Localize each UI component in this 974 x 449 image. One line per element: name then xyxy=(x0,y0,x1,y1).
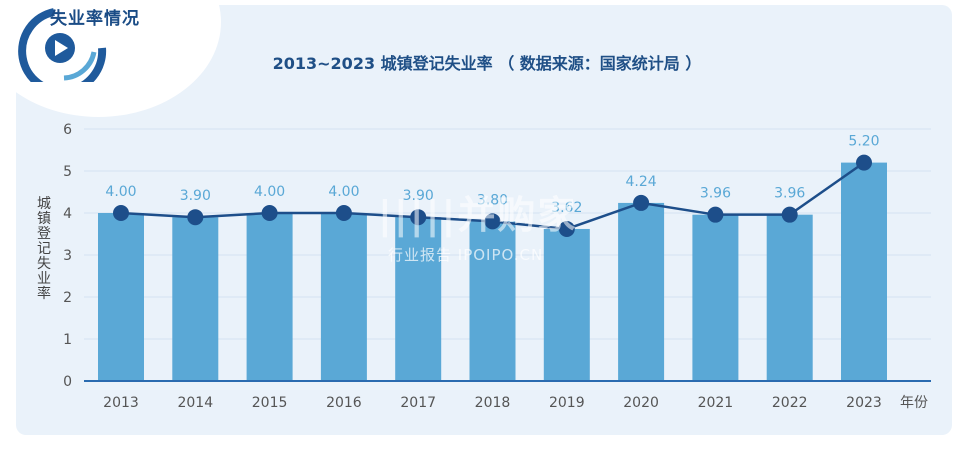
x-tick-label: 2019 xyxy=(549,395,585,411)
data-label: 3.80 xyxy=(477,192,508,208)
line-point xyxy=(335,205,352,221)
bar xyxy=(841,162,887,381)
bar xyxy=(395,217,442,381)
bar xyxy=(98,213,144,381)
chart-title: 2013~2023 城镇登记失业率 （ 数据来源：国家统计局 ） xyxy=(272,54,702,73)
y-tick-label: 2 xyxy=(63,290,72,306)
bar xyxy=(692,214,739,381)
bar xyxy=(766,214,813,381)
x-tick-label: 2022 xyxy=(772,395,808,411)
y-tick-label: 5 xyxy=(63,164,72,180)
x-tick-label: 2018 xyxy=(475,395,511,411)
data-label: 3.90 xyxy=(180,188,211,204)
data-label: 3.96 xyxy=(700,186,731,202)
line-point xyxy=(187,209,204,226)
data-label: 4.00 xyxy=(328,184,359,200)
y-axis-label: 城镇登记失业率 xyxy=(37,196,51,302)
section-title: 失业率情况 xyxy=(50,9,140,29)
data-label: 4.00 xyxy=(254,184,285,200)
data-label: 3.62 xyxy=(551,200,582,216)
x-tick-label: 2013 xyxy=(103,395,139,411)
play-icon xyxy=(18,8,107,82)
y-tick-label: 6 xyxy=(63,122,72,138)
bar xyxy=(172,217,219,381)
line-point xyxy=(484,213,501,230)
line-point xyxy=(633,194,650,211)
x-tick-label: 2017 xyxy=(400,395,436,411)
y-tick-label: 3 xyxy=(63,248,72,264)
bar xyxy=(618,202,665,381)
y-tick-label: 0 xyxy=(63,374,72,390)
data-label: 3.96 xyxy=(774,186,805,202)
bar xyxy=(320,213,367,381)
bar xyxy=(246,213,293,381)
x-tick-label: 2023 xyxy=(846,395,882,411)
line-point xyxy=(410,209,427,226)
line-point xyxy=(113,205,129,221)
x-axis-label: 年份 xyxy=(900,395,928,411)
data-label: 3.90 xyxy=(403,188,434,204)
y-tick-label: 1 xyxy=(63,332,72,348)
line-point xyxy=(558,220,575,237)
data-label: 4.24 xyxy=(626,174,657,190)
line-point xyxy=(261,205,278,221)
bar xyxy=(543,228,590,381)
x-tick-label: 2021 xyxy=(698,395,734,411)
watermark-logo: |||||并购家 xyxy=(378,193,578,237)
x-tick-label: 2014 xyxy=(177,395,213,411)
x-tick-label: 2020 xyxy=(623,395,659,411)
x-tick-label: 2015 xyxy=(252,395,288,411)
watermark-text: 行业报告 IPOIPO.CN xyxy=(388,246,544,264)
data-label: 4.00 xyxy=(105,184,136,200)
line-point xyxy=(707,206,724,223)
y-tick-label: 4 xyxy=(63,206,72,222)
x-tick-label: 2016 xyxy=(326,395,362,411)
data-label: 5.20 xyxy=(848,134,879,150)
line-point xyxy=(856,154,872,171)
line-point xyxy=(781,206,798,223)
bar xyxy=(469,221,516,381)
